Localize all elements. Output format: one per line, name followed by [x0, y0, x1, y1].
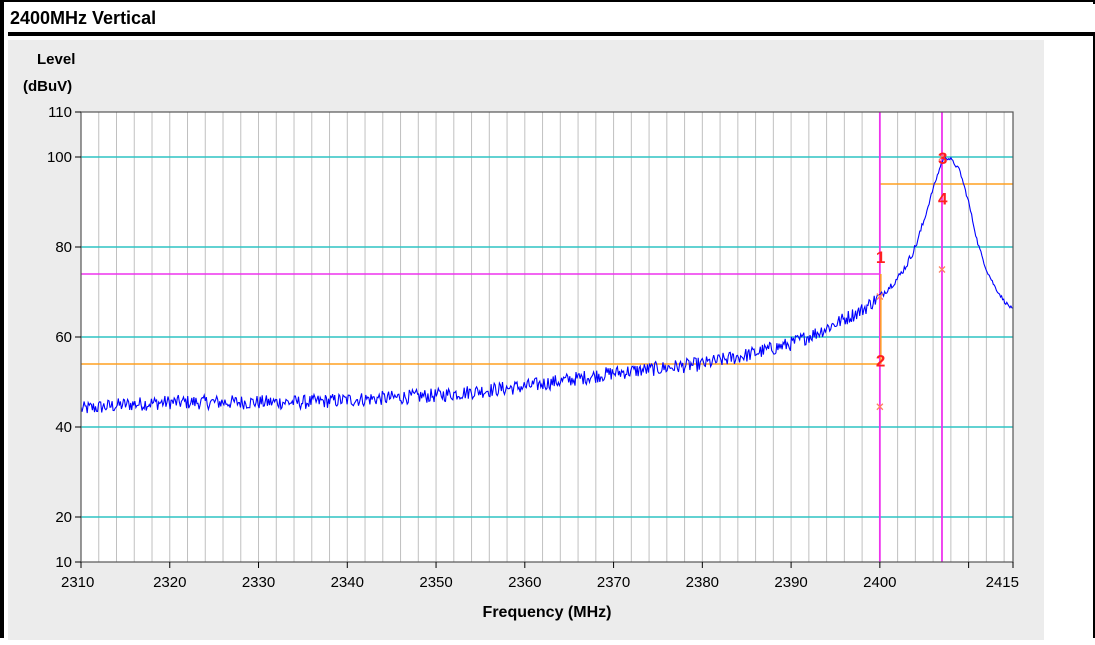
markers: 1 2 3 4 — [876, 149, 948, 411]
marker-4: 4 — [938, 190, 948, 273]
marker-label: 4 — [938, 190, 948, 209]
y-tick-label: 80 — [55, 239, 72, 256]
title-bar: 2400MHz Vertical — [8, 4, 1095, 36]
x-tick-label: 2400 — [863, 574, 896, 591]
x-tick-label: 2390 — [774, 574, 807, 591]
frequency-level-chart: 1 2 3 4 10 20 40 60 80 100 110 2310 2320 2330 2340 235… — [23, 51, 1019, 621]
y-tick-label: 110 — [48, 104, 72, 121]
y-tick-label: 10 — [55, 554, 72, 571]
horizontal-grid — [81, 156, 1013, 518]
x-tick-label: 2310 — [61, 574, 94, 591]
limit-lines — [81, 112, 1013, 562]
y-axis-label-level: Level — [37, 51, 75, 68]
x-tick-label: 2370 — [597, 574, 630, 591]
y-axis-label-unit: (dBuV) — [23, 78, 72, 95]
marker-3: 3 — [938, 149, 947, 168]
x-tick-label: 2350 — [419, 574, 452, 591]
axes: 10 20 40 60 80 100 110 2310 2320 2330 2340 2350 2360… — [47, 104, 1019, 591]
chart-panel: 1 2 3 4 10 20 40 60 80 100 110 2310 2320 2330 2340 235… — [8, 40, 1044, 640]
x-tick-label: 2330 — [242, 574, 275, 591]
x-tick-label: 2340 — [331, 574, 364, 591]
y-tick-label: 60 — [55, 329, 72, 346]
marker-1: 1 — [876, 248, 885, 300]
x-axis-label: Frequency (MHz) — [483, 604, 612, 621]
chart-title: 2400MHz Vertical — [10, 8, 157, 28]
x-tick-label: 2360 — [508, 574, 541, 591]
trace-line — [80, 154, 1014, 414]
marker-x-icon — [876, 403, 884, 411]
marker-x-icon — [938, 153, 946, 161]
y-tick-label: 100 — [47, 149, 72, 166]
trace-layer — [80, 154, 1014, 414]
marker-x-icon — [876, 293, 884, 300]
x-tick-label: 2380 — [686, 574, 719, 591]
marker-2: 2 — [876, 352, 885, 411]
marker-label: 2 — [876, 352, 885, 371]
marker-x-icon — [938, 266, 946, 273]
y-tick-label: 20 — [55, 509, 72, 526]
marker-label: 3 — [938, 149, 947, 168]
y-tick-label: 40 — [55, 419, 72, 436]
marker-label: 1 — [876, 248, 885, 267]
x-tick-label: 2415 — [986, 574, 1019, 591]
x-tick-label: 2320 — [153, 574, 186, 591]
